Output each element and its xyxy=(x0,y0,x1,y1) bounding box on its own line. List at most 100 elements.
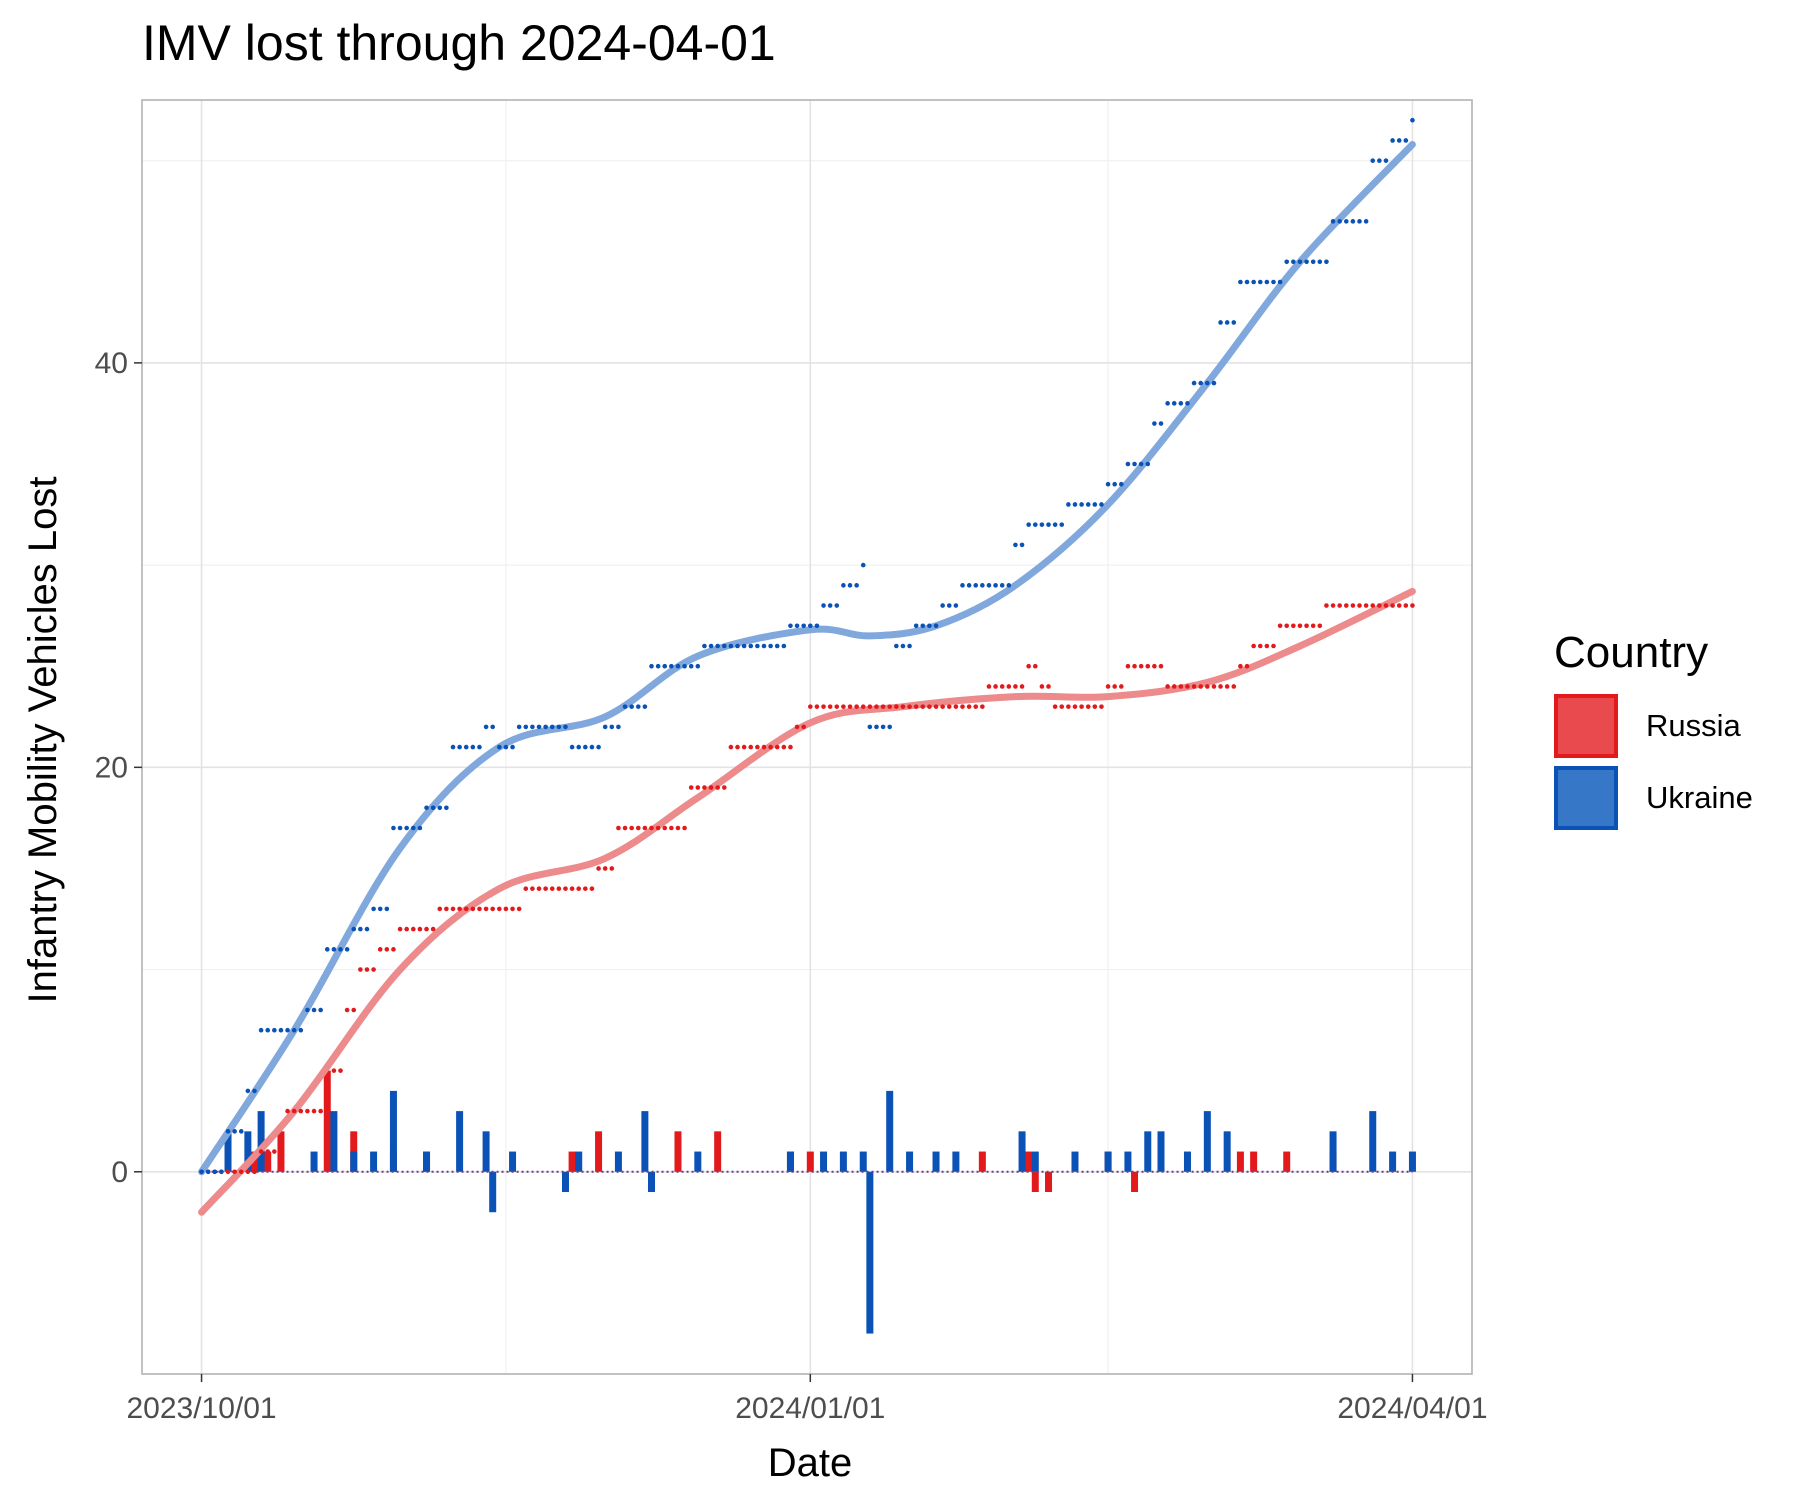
ukraine-daily-bar xyxy=(1144,1131,1152,1172)
ukraine-cumulative-point xyxy=(1284,259,1290,265)
ukraine-cumulative-point xyxy=(516,724,522,730)
russia-cumulative-point xyxy=(907,704,912,709)
ukraine-cumulative-point xyxy=(933,623,939,629)
ukraine-cumulative-point xyxy=(721,643,727,649)
ukraine-daily-bar xyxy=(561,1171,569,1192)
russia-cumulative-point xyxy=(953,704,959,709)
ukraine-cumulative-point xyxy=(887,724,893,730)
ukraine-cumulative-point xyxy=(358,926,363,932)
russia-cumulative-point xyxy=(960,704,965,709)
russia-cumulative-point xyxy=(682,825,687,831)
russia-cumulative-point xyxy=(874,704,879,709)
russia-cumulative-point xyxy=(1079,704,1084,709)
ukraine-cumulative-point xyxy=(880,724,886,730)
ukraine-cumulative-point xyxy=(794,623,800,629)
russia-cumulative-point xyxy=(252,1169,257,1175)
ukraine-cumulative-point xyxy=(1264,279,1270,285)
ukraine-daily-bar xyxy=(370,1151,378,1172)
ukraine-daily-bar xyxy=(244,1131,252,1172)
ukraine-cumulative-point xyxy=(629,704,634,709)
russia-cumulative-point xyxy=(245,1169,251,1175)
russia-cumulative-point xyxy=(490,906,495,912)
russia-cumulative-point xyxy=(305,1108,310,1114)
russia-cumulative-point xyxy=(265,1149,271,1154)
russia-cumulative-point xyxy=(781,744,787,750)
ukraine-cumulative-point xyxy=(1244,279,1250,285)
russia-cumulative-point xyxy=(258,1149,264,1154)
russia-cumulative-point xyxy=(543,886,548,891)
ukraine-cumulative-point xyxy=(1171,401,1177,406)
russia-cumulative-point xyxy=(530,886,535,891)
ukraine-cumulative-point xyxy=(894,643,899,649)
russia-cumulative-point xyxy=(834,704,840,709)
ukraine-cumulative-point xyxy=(993,583,998,588)
ukraine-cumulative-point xyxy=(410,825,416,831)
ukraine-cumulative-point xyxy=(1257,279,1263,285)
russia-cumulative-point xyxy=(404,926,409,932)
russia-cumulative-point xyxy=(1317,623,1323,629)
russia-cumulative-point xyxy=(364,967,370,972)
russia-cumulative-point xyxy=(371,967,376,972)
russia-cumulative-points xyxy=(199,603,1415,1175)
russia-cumulative-point xyxy=(688,785,694,790)
ukraine-daily-bar xyxy=(423,1151,431,1172)
ukraine-cumulative-point xyxy=(477,744,482,750)
ukraine-cumulative-point xyxy=(999,583,1005,588)
russia-cumulative-point xyxy=(642,825,648,831)
ukraine-daily-bar xyxy=(1329,1131,1337,1172)
ukraine-cumulative-point xyxy=(1145,461,1151,467)
legend-label-ukraine: Ukraine xyxy=(1646,780,1753,815)
russia-daily-bar xyxy=(1250,1151,1258,1172)
ukraine-cumulative-point xyxy=(1224,320,1230,325)
russia-cumulative-point xyxy=(715,785,720,790)
russia-cumulative-point xyxy=(980,704,985,709)
ukraine-daily-bars xyxy=(224,1090,1416,1334)
ukraine-cumulative-point xyxy=(338,947,343,952)
ukraine-cumulative-point xyxy=(735,643,740,649)
ukraine-cumulative-point xyxy=(1304,259,1309,265)
russia-cumulative-point xyxy=(814,704,820,709)
russia-cumulative-point xyxy=(913,704,919,709)
russia-cumulative-point xyxy=(721,785,727,790)
ukraine-cumulative-point xyxy=(305,1007,310,1013)
legend-label-russia: Russia xyxy=(1646,708,1741,743)
russia-cumulative-point xyxy=(702,785,707,790)
ukraine-cumulative-point xyxy=(252,1088,257,1094)
russia-cumulative-point xyxy=(860,704,866,709)
ukraine-daily-bar xyxy=(1124,1151,1132,1172)
ukraine-cumulative-point xyxy=(371,906,376,912)
ukraine-cumulative-points xyxy=(199,117,1415,1175)
ukraine-daily-bar xyxy=(866,1171,874,1334)
y-axis-title: Infantry Mobility Vehicles Lost xyxy=(21,477,65,1004)
russia-cumulative-point xyxy=(278,1149,284,1154)
russia-cumulative-point xyxy=(437,906,443,912)
ukraine-cumulative-point xyxy=(265,1027,271,1033)
ukraine-cumulative-point xyxy=(470,744,476,750)
russia-cumulative-point xyxy=(1152,663,1157,669)
ukraine-cumulative-point xyxy=(1205,380,1210,386)
ukraine-cumulative-point xyxy=(311,1007,317,1013)
russia-cumulative-point xyxy=(549,886,555,891)
russia-cumulative-point xyxy=(635,825,641,831)
russia-cumulative-point xyxy=(1291,623,1296,629)
russia-cumulative-point xyxy=(417,926,423,932)
russia-daily-bar xyxy=(264,1151,272,1172)
ukraine-cumulative-point xyxy=(1066,502,1071,507)
ukraine-cumulative-point xyxy=(1105,481,1111,487)
ukraine-cumulative-point xyxy=(1191,380,1197,386)
ukraine-cumulative-point xyxy=(1350,219,1356,224)
ukraine-cumulative-point xyxy=(669,663,674,669)
russia-cumulative-point xyxy=(1178,684,1184,689)
ukraine-cumulative-point xyxy=(404,825,409,831)
ukraine-daily-bar xyxy=(859,1151,867,1172)
russia-cumulative-point xyxy=(563,886,568,891)
legend-item-ukraine: Ukraine xyxy=(1554,762,1753,834)
ukraine-cumulative-point xyxy=(272,1027,277,1033)
ukraine-daily-bar xyxy=(952,1151,960,1172)
y-tick-label: 0 xyxy=(111,1156,128,1189)
russia-cumulative-point xyxy=(1125,663,1131,669)
russia-cumulative-point xyxy=(735,744,740,750)
ukraine-cumulative-point xyxy=(364,926,370,932)
y-tick-label: 40 xyxy=(95,347,128,380)
russia-cumulative-point xyxy=(880,704,886,709)
